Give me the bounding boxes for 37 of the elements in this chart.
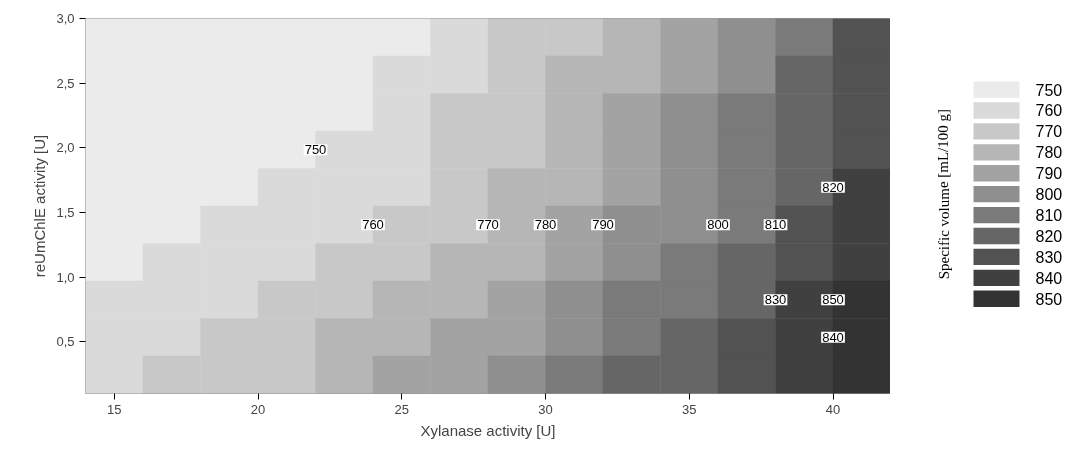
- annotation: 770: [477, 217, 499, 233]
- y-axis-title: reUmChlE activity [U]: [31, 134, 49, 278]
- annotation: 840: [822, 329, 844, 345]
- x-tick-label: 25: [394, 401, 409, 417]
- y-tick-label: 0,5: [56, 334, 75, 350]
- y-tick-label: 1,5: [56, 204, 75, 220]
- x-tick-label: 40: [825, 401, 841, 417]
- x-tick-label: 35: [682, 401, 697, 417]
- color-bar-label: 830: [1035, 248, 1063, 266]
- color-bar-label: 850: [1035, 290, 1063, 308]
- y-tick-label: 3,0: [56, 11, 75, 26]
- annotation: 820: [822, 179, 844, 195]
- annotation: 800: [707, 217, 729, 233]
- color-bar-title: Specific volume [mL/100 g]: [935, 108, 952, 280]
- annotation: 750: [304, 142, 327, 158]
- annotation: 780: [534, 217, 557, 233]
- annotation: 850: [822, 292, 844, 308]
- color-bar-label: 840: [1035, 269, 1063, 287]
- y-tick-label: 2,0: [56, 140, 75, 156]
- annotation: 810: [764, 217, 787, 233]
- x-axis-title: Xylanase activity [U]: [420, 421, 556, 439]
- color-bar-label: 760: [1035, 102, 1063, 120]
- y-tick-label: 1,0: [56, 269, 75, 285]
- annotation: 790: [592, 217, 614, 233]
- color-bar-label: 750: [1035, 81, 1063, 99]
- annotation: 760: [362, 217, 384, 233]
- x-tick-label: 15: [107, 401, 122, 417]
- x-tick-label: 30: [538, 401, 553, 417]
- color-bar-label: 790: [1035, 165, 1063, 183]
- color-bar-label: 810: [1035, 207, 1063, 225]
- x-tick-label: 20: [250, 401, 266, 417]
- annotation: 830: [764, 292, 787, 308]
- color-bar-label: 820: [1035, 227, 1063, 245]
- color-bar-label: 800: [1035, 186, 1063, 204]
- color-bar-label: 770: [1035, 123, 1063, 141]
- color-bar-label: 780: [1035, 144, 1063, 162]
- y-tick-label: 2,5: [56, 75, 75, 91]
